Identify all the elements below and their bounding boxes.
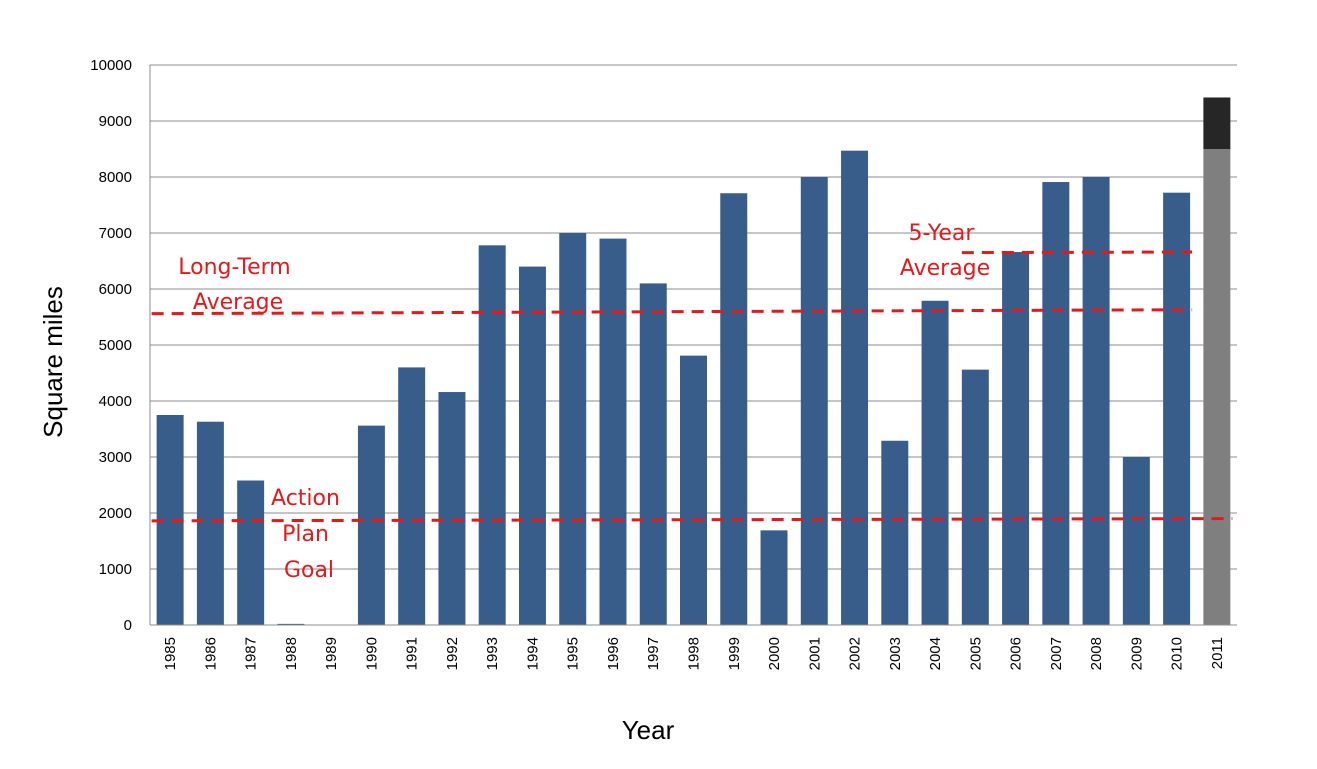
bar	[1203, 149, 1231, 625]
x-tick-label: 2010	[1169, 637, 1186, 670]
bar	[1082, 177, 1110, 625]
y-tick-label: 10000	[90, 57, 132, 74]
bar	[1163, 192, 1191, 625]
five-year-average-label-line: 5-Year	[909, 221, 976, 246]
x-tick-label: 1986	[202, 637, 219, 670]
bar	[518, 266, 546, 625]
bar	[357, 425, 385, 625]
action-plan-goal-label-line: Action	[271, 486, 340, 511]
bar	[398, 367, 426, 625]
x-tick-label: 1998	[686, 637, 703, 670]
bar	[961, 369, 989, 625]
bar	[760, 530, 788, 625]
y-tick-labels: 0 1000 2000 3000 4000 5000 6000 7000 8000 9000 100…	[90, 57, 132, 634]
y-tick-label: 4000	[99, 393, 132, 410]
x-tick-label: 2006	[1008, 637, 1025, 670]
bar	[559, 233, 587, 625]
y-tick-label: 7000	[99, 225, 132, 242]
x-tick-label: 2005	[967, 637, 984, 670]
x-tick-label: 1987	[243, 637, 260, 670]
action-plan-goal-label: Action Plan Goal	[271, 486, 347, 583]
reference-lines	[151, 250, 1233, 523]
bar	[237, 480, 265, 625]
x-tick-label: 2002	[847, 637, 864, 670]
x-tick-label: 1996	[605, 637, 622, 670]
five-year-average-line	[961, 250, 1193, 255]
annotations: Long-Term Average 5-Year Average Action …	[178, 221, 990, 583]
action-plan-goal-label-line: Goal	[284, 558, 334, 583]
x-tick-label: 1985	[162, 637, 179, 670]
x-tick-label: 2001	[806, 637, 823, 670]
bar	[841, 150, 869, 625]
action-plan-goal-line	[151, 517, 1233, 523]
x-tick-label: 1997	[645, 637, 662, 670]
y-tick-label: 8000	[99, 169, 132, 186]
y-axis-title: Square miles	[38, 286, 68, 438]
five-year-average-label: 5-Year Average	[900, 221, 990, 281]
y-tick-label: 5000	[99, 337, 132, 354]
bar	[639, 283, 667, 625]
x-tick-label: 1989	[323, 637, 340, 670]
bar	[196, 421, 224, 625]
x-tick-label: 2004	[927, 637, 944, 670]
bar	[277, 623, 305, 625]
bar	[680, 355, 707, 625]
y-tick-label: 3000	[99, 449, 132, 466]
long-term-average-label: Long-Term Average	[178, 255, 297, 315]
bar	[438, 392, 466, 625]
x-tick-label: 1999	[726, 637, 743, 670]
x-tick-label: 2008	[1088, 637, 1105, 670]
bar	[1122, 457, 1150, 625]
five-year-average-label-line: Average	[900, 256, 990, 281]
bar	[599, 238, 627, 625]
x-tick-label: 1991	[404, 637, 421, 670]
bar	[478, 245, 506, 625]
y-tick-label: 2000	[99, 505, 132, 522]
bar	[1002, 252, 1030, 626]
y-tick-label: 6000	[99, 281, 132, 298]
x-tick-label: 2003	[887, 637, 904, 670]
x-tick-label: 2009	[1128, 637, 1145, 670]
x-tick-label: 1993	[484, 637, 501, 670]
x-tick-label: 2000	[766, 637, 783, 670]
x-tick-label: 1990	[363, 637, 380, 670]
x-tick-label: 1994	[524, 637, 541, 670]
long-term-average-line	[151, 308, 1193, 316]
bar	[881, 440, 909, 625]
gridlines	[150, 64, 1237, 570]
x-tick-labels: 1985 1986 1987 1988 1989 1990 1991 1992 1993 1994…	[162, 637, 1226, 670]
x-tick-label: 1995	[565, 637, 582, 670]
y-tick-label: 9000	[99, 113, 132, 130]
axes	[149, 65, 1237, 626]
bar	[1203, 97, 1231, 149]
x-axis-title: Year	[622, 715, 675, 745]
x-tick-label: 1992	[444, 637, 461, 670]
x-tick-label: 2011	[1209, 637, 1226, 669]
bar	[720, 193, 748, 626]
y-tick-label: 1000	[99, 561, 132, 578]
y-tick-label: 0	[124, 617, 132, 634]
long-term-average-label-line: Long-Term	[178, 255, 290, 280]
action-plan-goal-label-line: Plan	[282, 522, 329, 547]
x-tick-label: 2007	[1048, 637, 1065, 670]
x-tick-label: 1988	[283, 637, 300, 670]
bar	[1042, 182, 1070, 626]
bar	[800, 177, 828, 625]
bar	[921, 300, 949, 625]
long-term-average-label-line: Average	[193, 290, 283, 315]
